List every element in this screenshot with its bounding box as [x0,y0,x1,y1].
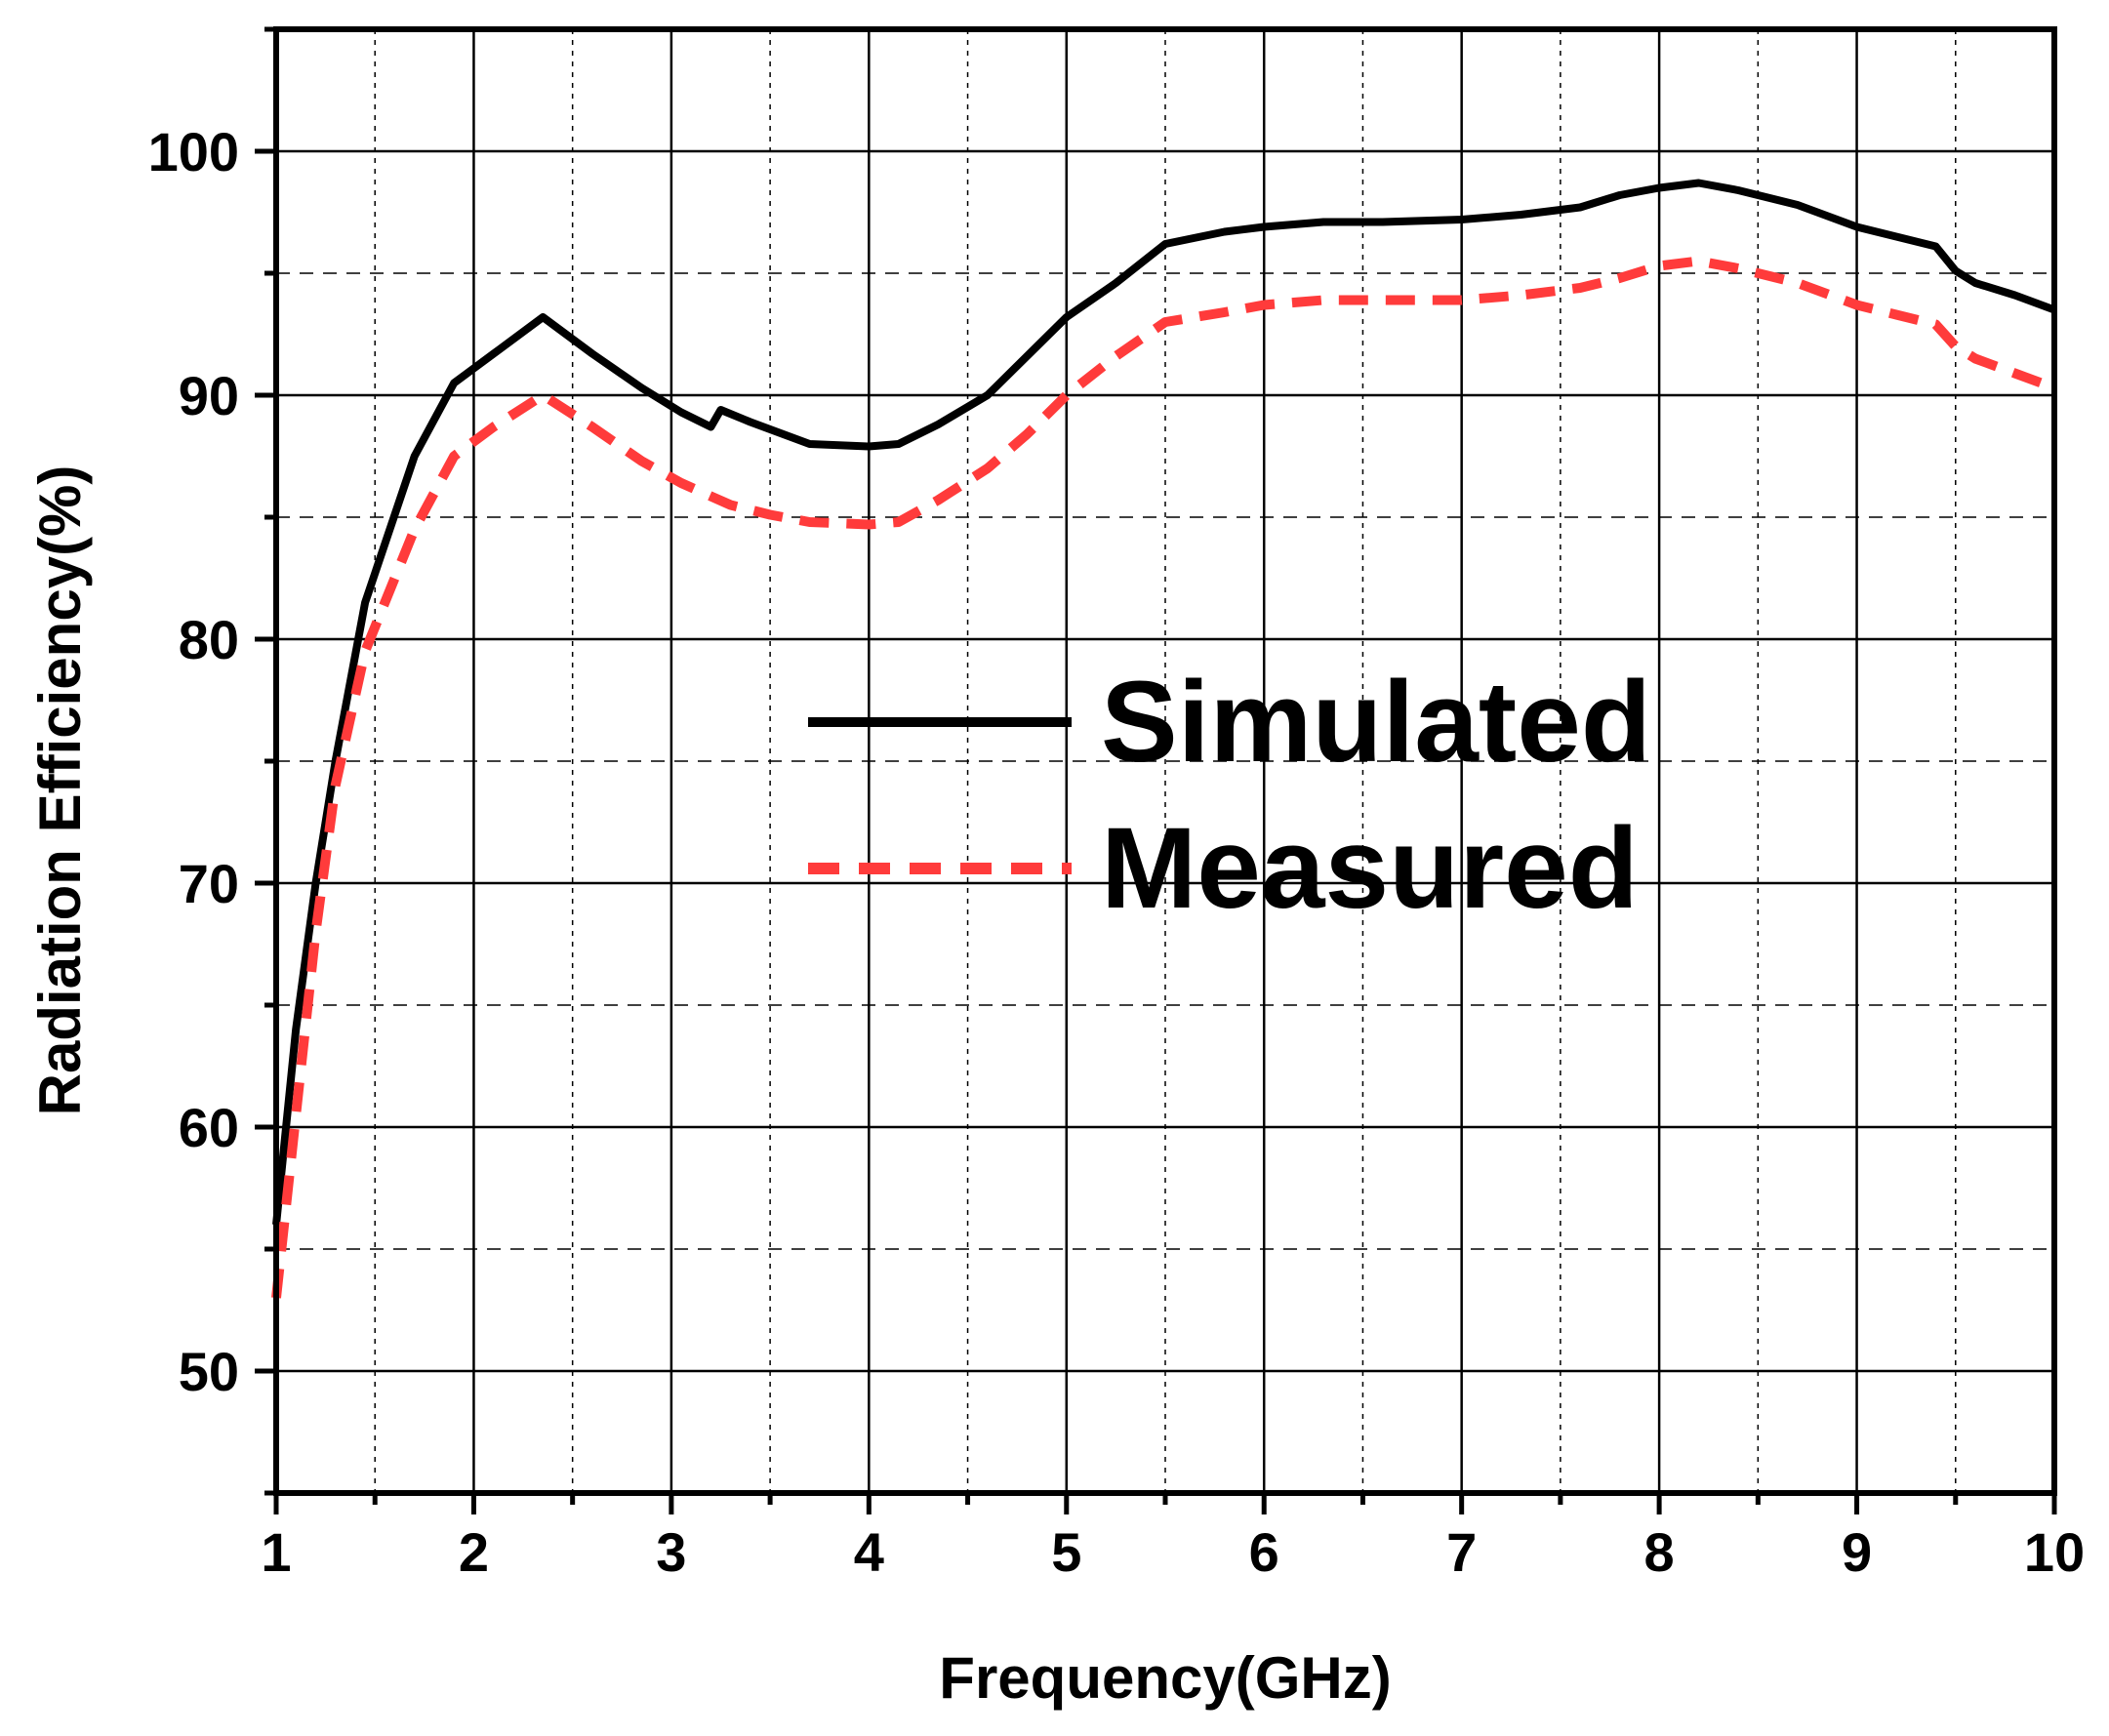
x-axis-title: Frequency(GHz) [939,1645,1391,1711]
x-tick-label: 6 [1249,1521,1279,1583]
y-tick-label: 80 [179,609,239,670]
x-tick-label: 9 [1842,1521,1872,1583]
y-tick-label: 70 [179,853,239,914]
x-tick-label: 5 [1051,1521,1081,1583]
x-tick-label: 1 [261,1521,291,1583]
x-tick-label: 2 [459,1521,489,1583]
y-axis-title: Radiation Efficiency(%) [27,465,93,1116]
y-tick-label: 60 [179,1097,239,1158]
series-line-measured [271,256,2056,1299]
y-tick-label: 90 [179,365,239,426]
x-tick-label: 4 [854,1521,884,1583]
x-tick-label: 8 [1644,1521,1675,1583]
series-line-simulated [272,179,2056,1226]
x-tick-label: 3 [656,1521,686,1583]
y-tick-label: 100 [148,121,239,182]
legend-label-measured: Measured [1101,804,1639,933]
x-tick-label: 10 [2024,1521,2085,1583]
x-tick-label: 7 [1446,1521,1477,1583]
y-tick-label: 50 [179,1341,239,1402]
legend-label-simulated: Simulated [1101,658,1651,787]
